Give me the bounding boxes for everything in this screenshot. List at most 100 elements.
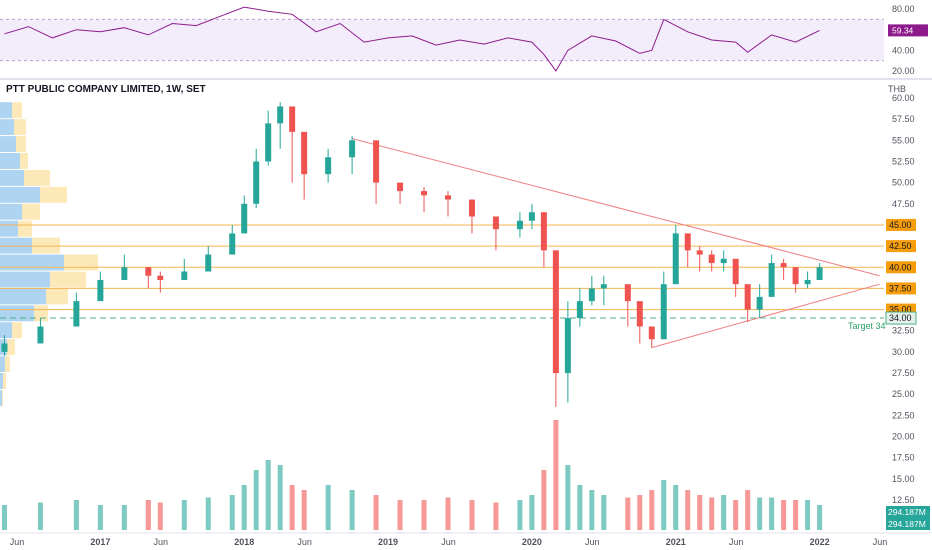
volume-profile-row-up <box>0 203 22 220</box>
volume-profile-row-down <box>18 220 32 237</box>
candle <box>588 275 595 306</box>
time-tick-label: Jun <box>441 537 456 547</box>
level-badge <box>886 240 916 253</box>
level-badge <box>886 261 916 274</box>
candle <box>492 216 499 251</box>
volume-bar <box>697 495 703 530</box>
target-label: Target 34 <box>848 321 886 331</box>
volume-profile-row-down <box>20 153 28 169</box>
volume-profile-row-down <box>22 203 40 220</box>
price-tick-label: 57.50 <box>892 114 915 124</box>
candle-body <box>444 195 451 200</box>
candle-body <box>660 284 667 340</box>
candle <box>576 288 583 327</box>
candle-body <box>684 233 691 251</box>
volume-profile-row-up <box>0 389 2 406</box>
candle <box>325 148 332 183</box>
volume-bar <box>37 502 43 530</box>
candle-body <box>600 284 607 289</box>
volume-profile-row-down <box>32 237 60 254</box>
candle-body <box>792 267 799 285</box>
candle-body <box>1 343 8 352</box>
volume-bar <box>469 500 475 530</box>
volume-bar <box>397 500 403 530</box>
trendline[interactable] <box>351 138 880 277</box>
volume-bar <box>589 490 595 530</box>
candle-body <box>205 254 212 272</box>
candle-body <box>421 191 428 196</box>
volume-bar <box>673 485 679 530</box>
time-tick-label: 2019 <box>378 537 398 547</box>
candle-body <box>516 220 523 230</box>
volume-bar <box>241 485 247 530</box>
volume-profile-row-up <box>0 373 3 389</box>
candle <box>181 258 188 280</box>
candle-body <box>373 140 380 183</box>
candle <box>684 233 691 268</box>
time-axis[interactable]: Jun 2017 Jun 2018 Jun 2019 Jun 2020 Jun 2021 Jun 20… <box>0 532 932 547</box>
volume-bar <box>445 497 451 530</box>
candle <box>744 284 751 323</box>
candle <box>277 102 284 149</box>
candle-body <box>468 199 475 217</box>
volume-profile-row-down <box>50 271 86 288</box>
price-tick-label: 17.50 <box>892 453 915 463</box>
volume-bars <box>1 420 823 530</box>
price-tick-label: 32.50 <box>892 326 915 336</box>
candle <box>552 250 559 407</box>
candle <box>756 284 763 319</box>
time-tick-label: Jun <box>873 537 888 547</box>
volume-bar <box>421 500 427 530</box>
candle-body <box>696 250 703 255</box>
volume-bar <box>565 465 571 530</box>
candle-body <box>492 216 499 230</box>
candle-body <box>708 254 715 264</box>
triangle-trendlines <box>351 138 880 349</box>
target-badge-label: 34.00 <box>889 313 912 323</box>
volume-bar <box>709 497 715 530</box>
volume-bar <box>1 505 7 530</box>
volume-profile-row-up <box>0 356 5 373</box>
volume-badge <box>886 506 930 518</box>
currency-label: THB <box>888 84 906 94</box>
candle <box>516 212 523 238</box>
volume-bar <box>685 490 691 530</box>
candle <box>624 284 631 327</box>
volume-badge-label: 294.187M <box>888 519 926 529</box>
volume-bar <box>637 495 643 530</box>
time-tick-label: 2022 <box>810 537 830 547</box>
volume-bar <box>541 470 547 530</box>
volume-bar <box>649 490 655 530</box>
time-tick-label: Jun <box>10 537 25 547</box>
rsi-value-label: 59.34 <box>892 25 914 35</box>
time-tick-label: 2021 <box>666 537 686 547</box>
candle-body <box>648 326 655 340</box>
rsi-band <box>0 19 884 61</box>
rsi-value-badge <box>888 24 928 37</box>
candle <box>804 271 811 289</box>
price-axis[interactable]: 60.00 57.50 55.00 52.50 50.00 47.50 45.00 42.50… <box>892 93 915 505</box>
volume-bar <box>817 505 823 530</box>
candle <box>289 106 296 183</box>
candle-body <box>229 233 236 255</box>
candle <box>780 258 787 280</box>
volume-bar <box>97 505 103 530</box>
trendline[interactable] <box>651 283 880 349</box>
volume-bar <box>757 497 763 530</box>
volume-bar <box>733 500 739 530</box>
candle-body <box>265 123 272 162</box>
candle-body <box>564 318 571 374</box>
volume-bar <box>769 497 775 530</box>
volume-profile-row-up <box>0 220 18 237</box>
candle <box>564 301 571 403</box>
volume-bar <box>601 495 607 530</box>
volume-bar <box>289 485 295 530</box>
volume-badge <box>886 518 930 530</box>
volume-bar <box>229 495 235 530</box>
volume-profile-row-up <box>0 322 12 339</box>
candle-body <box>576 301 583 319</box>
volume-profile-row-down <box>12 102 22 119</box>
volume-profile-row-up <box>0 169 24 186</box>
time-tick-label: Jun <box>154 537 169 547</box>
